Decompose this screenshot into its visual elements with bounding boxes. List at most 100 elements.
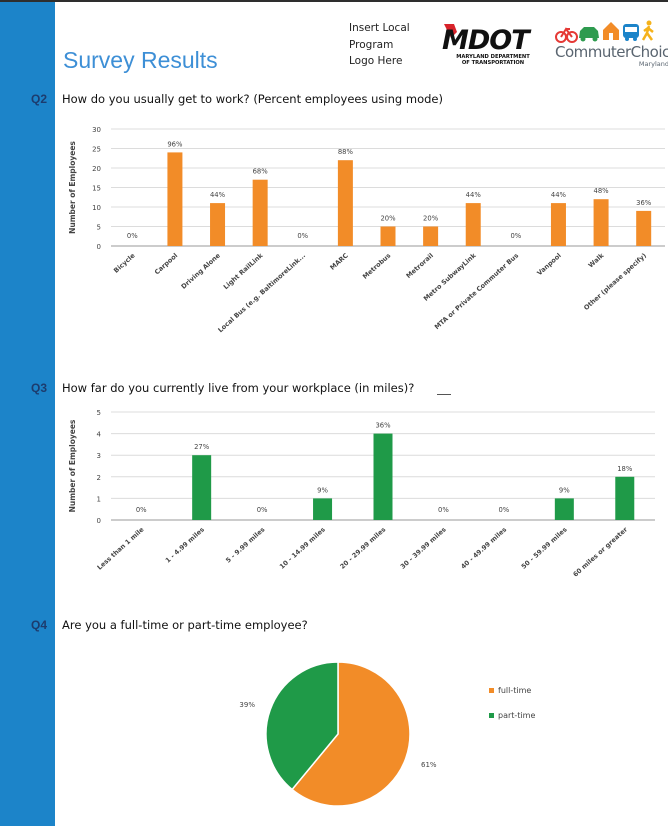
- y-tick-label: 3: [97, 452, 101, 460]
- data-label: 36%: [375, 422, 391, 430]
- x-tick-label: Less than 1 mile: [96, 525, 146, 571]
- x-tick-label: 50 - 59.99 miles: [520, 525, 569, 570]
- car-icon: [579, 27, 599, 42]
- question-number: Q2: [31, 92, 48, 106]
- q2-commute-mode-bar-chart: 0 5 10 15 20 25 30 Number of Employees 0% Bicycle…: [68, 126, 665, 335]
- commuter-choice-sub: Maryland: [639, 60, 668, 68]
- y-tick-label: 20: [92, 165, 101, 173]
- data-label: 9%: [559, 486, 570, 494]
- data-label: 36%: [636, 199, 652, 207]
- y-tick-label: 2: [97, 474, 101, 482]
- bar: [465, 203, 481, 246]
- x-tick-label: 1 - 4.99 miles: [164, 525, 206, 564]
- x-tick-label: Driving Alone: [180, 251, 223, 291]
- left-sidebar-bar: [0, 2, 55, 826]
- y-tick-label: 10: [92, 204, 101, 212]
- logo-placeholder-line: Insert Local: [349, 22, 410, 34]
- data-label: 44%: [466, 191, 482, 199]
- y-tick-label: 25: [92, 146, 101, 154]
- question-text: How far do you currently live from your …: [62, 381, 415, 395]
- pie-slice: [291, 661, 411, 807]
- question-number: Q3: [31, 381, 48, 395]
- x-tick-label: 5 - 9.99 miles: [224, 525, 266, 564]
- mdot-logo-line1: MARYLAND DEPARTMENT: [456, 54, 530, 60]
- page-title: Survey Results: [63, 47, 218, 73]
- x-tick-label: Local Bus (e.g. BaltimoreLink...: [216, 252, 307, 335]
- bar: [550, 203, 566, 246]
- bar: [337, 160, 353, 246]
- y-tick-label: 30: [92, 126, 101, 134]
- data-label: 0%: [438, 506, 449, 514]
- data-label: 9%: [317, 486, 328, 494]
- pie-slice: [265, 661, 339, 791]
- x-tick-label: 40 - 49.99 miles: [459, 525, 508, 570]
- x-tick-label: 20 - 29.99 miles: [338, 525, 387, 570]
- data-label: 48%: [594, 187, 610, 195]
- answer-blank-line: [437, 394, 451, 395]
- bar: [210, 203, 226, 246]
- bar: [313, 498, 333, 520]
- x-tick-label: Walk: [587, 251, 606, 269]
- data-label: 88%: [338, 148, 354, 156]
- x-tick-label: Metrobus: [361, 251, 392, 280]
- legend-swatch: [489, 688, 494, 693]
- x-tick-label: Vanpool: [536, 252, 563, 278]
- data-label: 44%: [551, 191, 567, 199]
- y-tick-label: 15: [92, 185, 101, 193]
- bar: [615, 476, 635, 520]
- bar: [636, 210, 652, 246]
- data-label: 27%: [194, 443, 210, 451]
- bar: [423, 226, 439, 246]
- mdot-logo-line2: OF TRANSPORTATION: [462, 60, 524, 66]
- data-label: 96%: [167, 140, 183, 148]
- logo-placeholder: Insert Local Program Logo Here: [349, 20, 410, 70]
- x-tick-label: 30 - 39.99 miles: [399, 525, 448, 570]
- data-label: 68%: [253, 168, 269, 176]
- bar: [380, 226, 396, 246]
- y-tick-label: 4: [97, 431, 102, 439]
- top-border: [0, 0, 668, 2]
- data-label: 0%: [127, 232, 138, 240]
- data-label: 0%: [510, 232, 521, 240]
- x-tick-label: Bicycle: [112, 251, 137, 275]
- y-tick-label: 0: [97, 243, 101, 251]
- data-label: 0%: [257, 506, 268, 514]
- x-tick-label: 60 miles or greater: [571, 525, 629, 579]
- x-tick-label: Light RailLink: [222, 251, 265, 291]
- y-tick-label: 0: [97, 517, 101, 525]
- data-label: 0%: [136, 506, 147, 514]
- y-tick-label: 1: [97, 495, 101, 503]
- question-text: Are you a full-time or part-time employe…: [62, 618, 308, 632]
- pie-data-label: 39%: [239, 701, 255, 709]
- pie-data-label: 61%: [421, 761, 437, 769]
- data-label: 0%: [498, 506, 509, 514]
- question-text: How do you usually get to work? (Percent…: [62, 92, 443, 106]
- x-tick-label: MTA or Private Commuter Bus: [433, 251, 520, 331]
- walker-icon: [641, 20, 654, 41]
- commuter-choice-logo: CommuterChoice Maryland: [555, 20, 668, 68]
- logo-placeholder-line: Logo Here: [349, 55, 403, 67]
- logo-placeholder-line: Program: [349, 38, 394, 51]
- y-axis-label: Number of Employees: [68, 141, 77, 234]
- legend-label: full-time: [498, 686, 531, 695]
- legend-swatch: [489, 713, 494, 718]
- x-tick-label: Carpool: [153, 252, 179, 277]
- mdot-logo-letters: MDOT: [442, 25, 532, 56]
- data-label: 44%: [210, 191, 226, 199]
- y-tick-label: 5: [97, 224, 101, 232]
- data-label: 20%: [380, 215, 396, 223]
- commuter-choice-name: CommuterChoice: [555, 43, 668, 61]
- question-number: Q4: [31, 618, 48, 632]
- x-tick-label: Metrorail: [405, 252, 435, 280]
- q4-employment-pie-chart: 61% 39% full-time part-time: [239, 661, 535, 807]
- bar: [192, 455, 212, 520]
- bar: [167, 152, 183, 246]
- bar: [554, 498, 574, 520]
- data-label: 20%: [423, 215, 439, 223]
- x-tick-label: 10 - 14.99 miles: [278, 525, 327, 570]
- house-icon: [603, 22, 619, 40]
- data-label: 0%: [297, 232, 308, 240]
- bar: [593, 199, 609, 246]
- mdot-logo: MDOT MARYLAND DEPARTMENT OF TRANSPORTATI…: [442, 24, 533, 66]
- bus-icon: [623, 24, 639, 41]
